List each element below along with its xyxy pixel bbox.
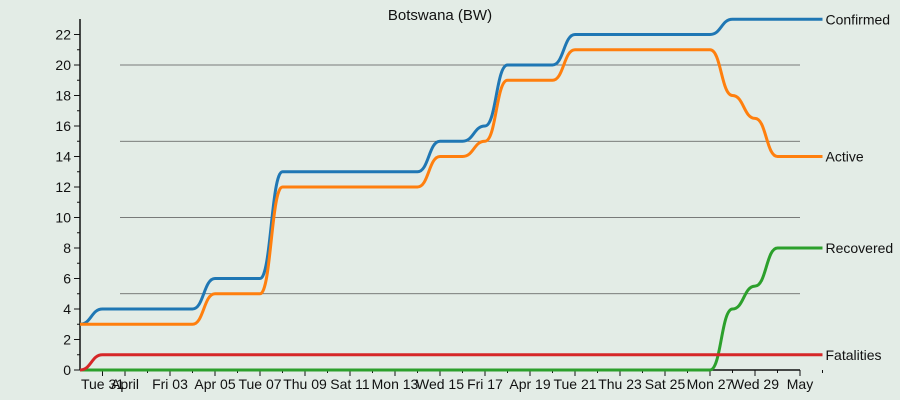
- series-line-fatalities: [79, 353, 823, 372]
- x-tick-label: Fri 03: [152, 376, 188, 392]
- y-tick-label: 0: [63, 362, 71, 378]
- series-line-recovered: [79, 246, 823, 372]
- x-tick-label: Sat 11: [330, 376, 370, 392]
- x-tick-label: Tue 07: [238, 376, 281, 392]
- y-ticks: 0 2 4 6 8 10 12 14 16 18 20 22: [55, 27, 80, 378]
- gridlines: [120, 64, 800, 295]
- x-tick-label: Mon 27: [687, 376, 734, 392]
- y-tick-label: 20: [55, 57, 71, 73]
- y-tick-label: 6: [63, 271, 71, 287]
- y-tick-label: 16: [55, 118, 71, 134]
- series-lines: [79, 17, 823, 372]
- series-label-active: Active: [826, 149, 864, 165]
- x-tick-label: Apr 19: [509, 376, 550, 392]
- x-tick-label: Tue 21: [553, 376, 596, 392]
- x-tick-label: Fri 17: [467, 376, 503, 392]
- y-tick-label: 22: [55, 27, 71, 43]
- x-tick-label: Thu 23: [598, 376, 642, 392]
- series-end-labels: Confirmed Active Recovered Fatalities: [826, 11, 894, 363]
- x-tick-label: Wed 29: [731, 376, 779, 392]
- x-tick-label: April: [111, 376, 139, 392]
- series-label-recovered: Recovered: [826, 240, 894, 256]
- y-tick-label: 12: [55, 179, 71, 195]
- series-label-fatalities: Fatalities: [826, 347, 882, 363]
- series-line-active: [80, 48, 823, 326]
- x-tick-label: Apr 05: [194, 376, 235, 392]
- chart-title: Botswana (BW): [388, 7, 492, 24]
- x-tick-label: May: [787, 376, 813, 392]
- y-tick-label: 4: [63, 301, 71, 317]
- series-label-confirmed: Confirmed: [826, 11, 891, 27]
- y-tick-label: 18: [55, 88, 71, 104]
- y-tick-label: 14: [55, 149, 71, 165]
- y-tick-label: 2: [63, 332, 71, 348]
- x-tick-label: Mon 13: [372, 376, 419, 392]
- x-tick-label: Thu 09: [283, 376, 327, 392]
- x-tick-label: Sat 25: [645, 376, 686, 392]
- series-line-confirmed: [79, 17, 823, 326]
- x-tick-label: Tue 31: [81, 376, 124, 392]
- y-tick-label: 10: [55, 210, 71, 226]
- y-tick-label: 8: [63, 240, 71, 256]
- x-tick-label: Wed 15: [416, 376, 464, 392]
- axes: [79, 19, 800, 371]
